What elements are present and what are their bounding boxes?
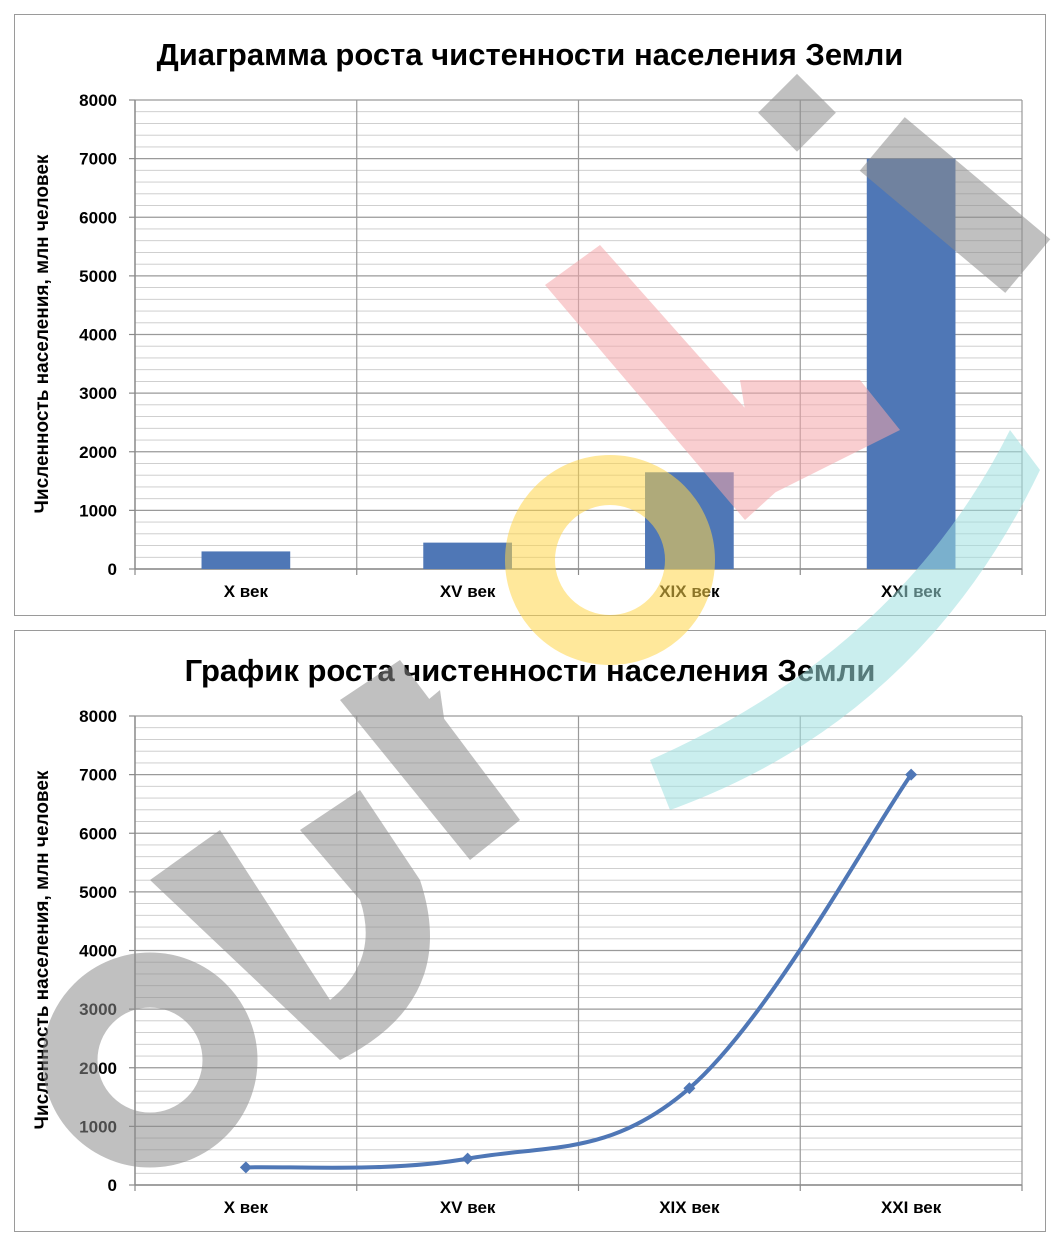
- watermark-i-stem: [859, 117, 1051, 293]
- bar-chart-y-tick-label: 6000: [79, 208, 117, 227]
- bar-XV-век: [423, 542, 512, 569]
- watermark-dot: [758, 73, 836, 152]
- bar-chart-y-axis-label: Численность населения, млн человек: [32, 154, 53, 513]
- bar-chart-y-tick-label: 5000: [79, 267, 117, 286]
- line-chart-gridlines: [129, 715, 1023, 1191]
- watermark-o: [505, 455, 715, 665]
- watermark-swoosh: [650, 430, 1040, 810]
- point-XIX-век: [683, 1082, 696, 1095]
- line-chart-x-tick-label: X век: [224, 1198, 269, 1217]
- point-XV-век: [461, 1152, 474, 1165]
- watermark-u: [150, 790, 430, 1060]
- watermark-k: [545, 245, 900, 520]
- line-chart-x-tick-label: XXI век: [881, 1198, 942, 1217]
- bar-chart-x-tick-label: X век: [224, 582, 269, 601]
- bar-chart-y-tick-label: 8000: [79, 91, 117, 110]
- watermark-r: [340, 660, 520, 860]
- bar-chart-y-tick-label: 3000: [79, 384, 117, 403]
- euroki-watermark: [42, 73, 1051, 1168]
- line-chart-y-tick-label: 7000: [79, 766, 117, 785]
- bar-chart-y-tick-label: 1000: [79, 501, 117, 520]
- bar-chart-y-tick-label: 4000: [79, 326, 117, 345]
- bar-chart-y-tick-label: 7000: [79, 150, 117, 169]
- bar-chart-title: Диаграмма роста чистенности населения Зе…: [157, 37, 904, 72]
- line-chart-x-tick-label: XV век: [440, 1198, 496, 1217]
- series-line: [245, 773, 913, 1170]
- bar-chart-y-tick-label: 0: [108, 560, 117, 579]
- line-chart-title: График роста чистенности населения Земли: [185, 653, 876, 688]
- line-chart-y-tick-label: 0: [108, 1176, 117, 1195]
- line-chart-y-tick-label: 5000: [79, 883, 117, 902]
- line-chart: График роста чистенности населения Земли…: [32, 653, 1023, 1217]
- line-chart-x-tick-label: XIX век: [659, 1198, 720, 1217]
- watermark-e: [42, 952, 258, 1168]
- bar-chart-x-tick-label: XV век: [440, 582, 496, 601]
- line-chart-y-tick-label: 6000: [79, 824, 117, 843]
- bar-chart-y-tick-label: 2000: [79, 443, 117, 462]
- point-X-век: [239, 1161, 252, 1174]
- bar-X-век: [201, 551, 291, 569]
- point-XXI-век: [905, 768, 918, 781]
- line-chart-y-tick-label: 4000: [79, 942, 117, 961]
- line-chart-y-tick-label: 8000: [79, 707, 117, 726]
